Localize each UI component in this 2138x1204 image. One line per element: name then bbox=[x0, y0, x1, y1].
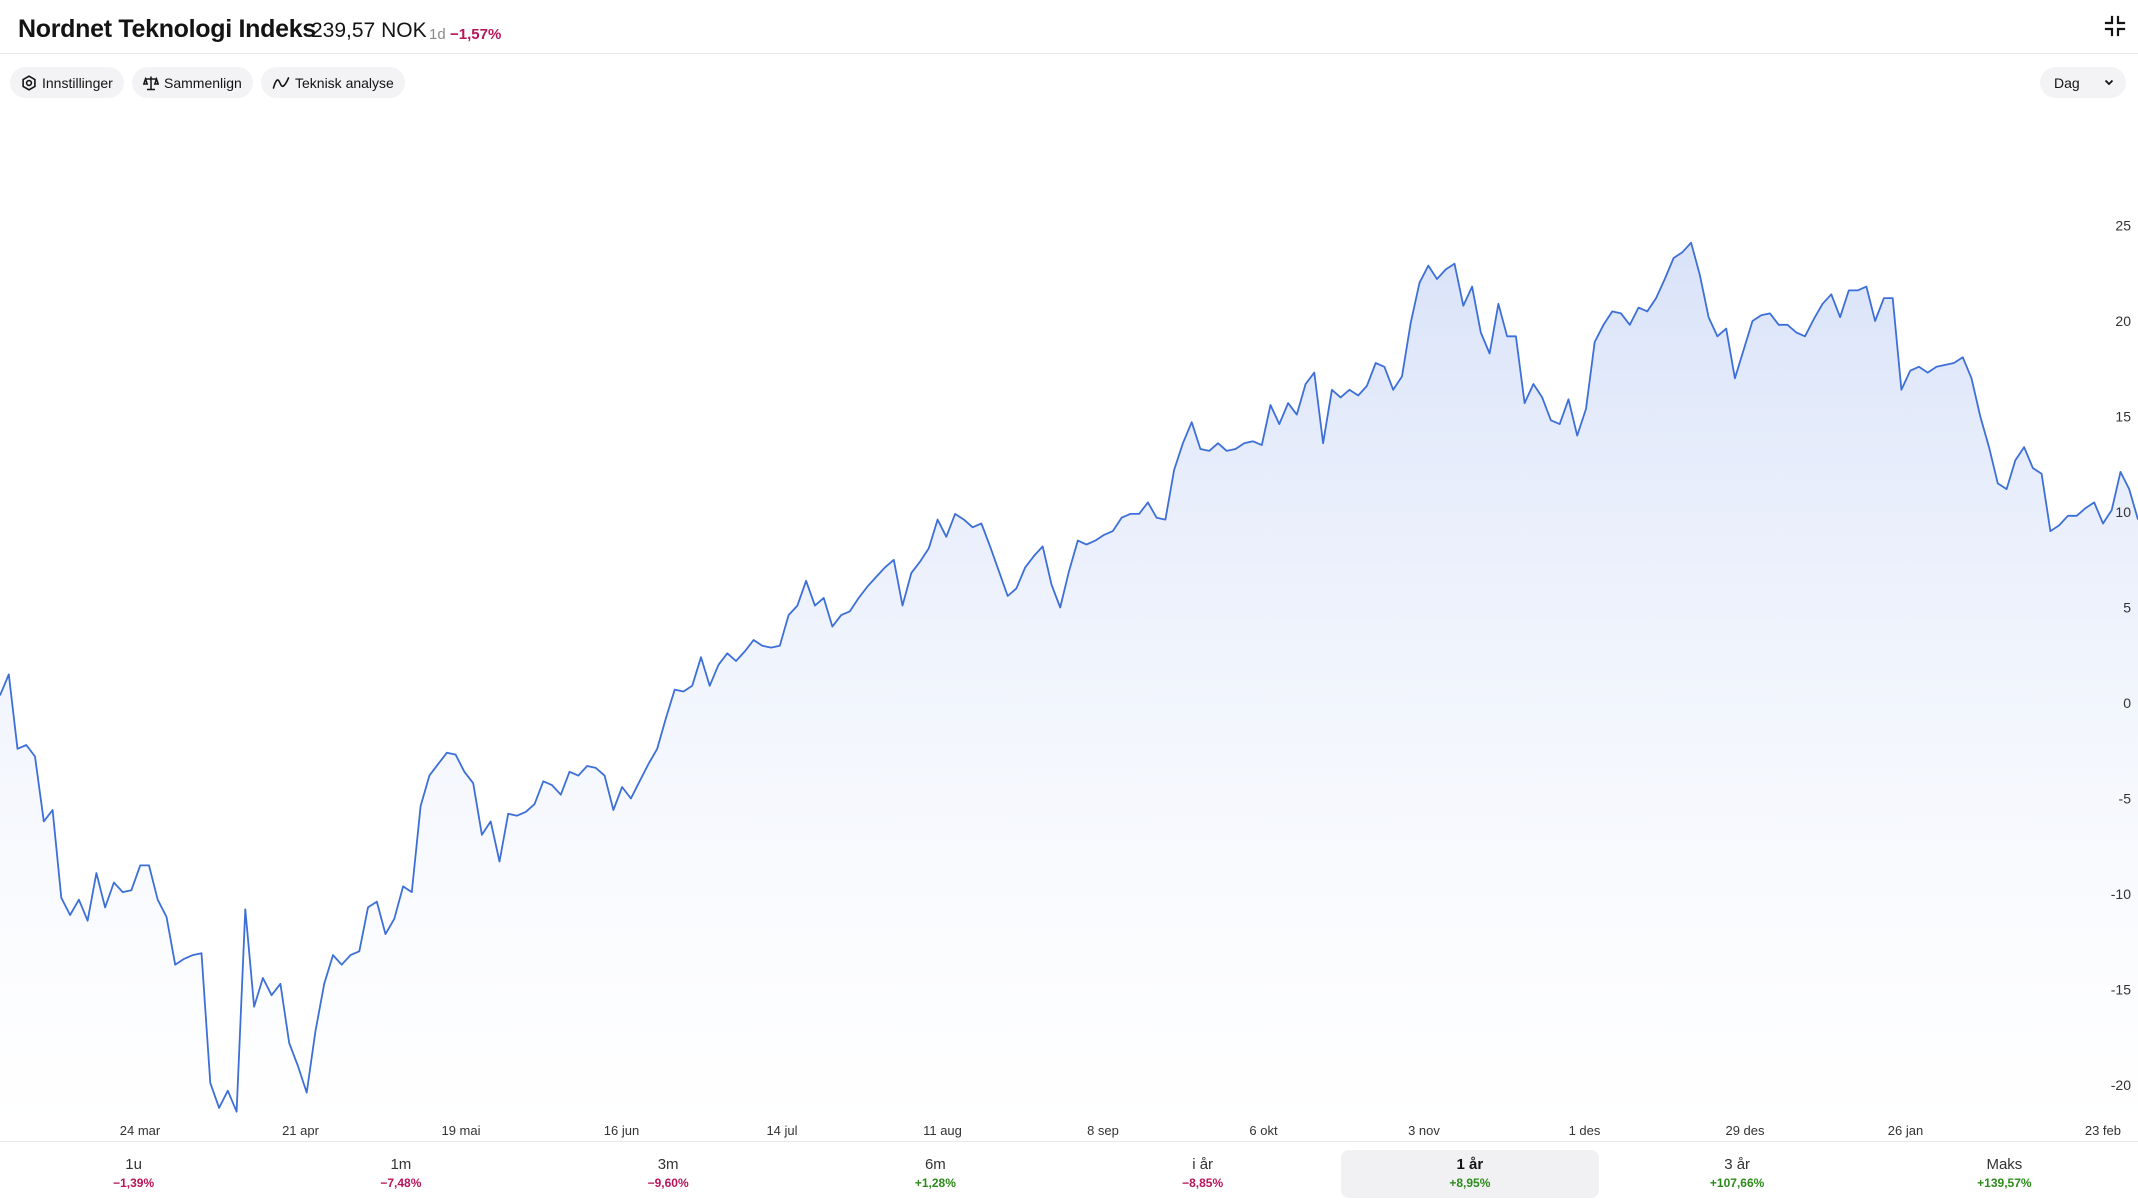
collapse-icon[interactable] bbox=[2104, 15, 2126, 37]
x-tick-label: 14 jul bbox=[766, 1123, 797, 1138]
period-label: 1u bbox=[125, 1156, 142, 1173]
period-change: +139,57% bbox=[1977, 1176, 2032, 1190]
gear-icon bbox=[22, 74, 36, 91]
period-tab[interactable]: 6m +1,28% bbox=[806, 1150, 1064, 1198]
change-value: −1,57% bbox=[450, 26, 502, 43]
x-tick-label: 26 jan bbox=[1888, 1123, 1923, 1138]
period-label: 6m bbox=[924, 1156, 946, 1173]
period-label: 1m bbox=[390, 1156, 412, 1173]
x-tick-label: 11 aug bbox=[923, 1123, 962, 1138]
line-chart-icon bbox=[272, 76, 290, 89]
x-tick-label: 1 des bbox=[1569, 1123, 1601, 1138]
period-change: −8,85% bbox=[1182, 1176, 1224, 1190]
period-tab[interactable]: 1u −1,39% bbox=[5, 1150, 263, 1198]
price-value: 239,57 NOK bbox=[311, 19, 427, 42]
y-tick-label: -15 bbox=[2111, 982, 2131, 998]
period-tab[interactable]: i år −8,85% bbox=[1074, 1150, 1332, 1198]
settings-button[interactable]: Innstillinger bbox=[10, 67, 124, 98]
x-tick-label: 8 sep bbox=[1087, 1123, 1119, 1138]
page-title: Nordnet Teknologi Indeks bbox=[18, 15, 316, 43]
period-change: +107,66% bbox=[1709, 1176, 1765, 1190]
period-selector: 1u −1,39% 1m −7,48% 3m −9,60% 6m +1,28% i år −8,8… bbox=[0, 1141, 2138, 1204]
y-tick-label: 20 bbox=[2115, 313, 2131, 329]
x-tick-label: 3 nov bbox=[1408, 1123, 1440, 1138]
price-area bbox=[0, 242, 2138, 1135]
y-tick-label: 15 bbox=[2115, 409, 2131, 425]
technical-analysis-button[interactable]: Teknisk analyse bbox=[261, 67, 405, 98]
period-label: 3 år bbox=[1724, 1156, 1751, 1173]
period-change: −7,48% bbox=[380, 1176, 422, 1190]
price-line bbox=[0, 241, 2138, 1113]
x-tick-label: 29 des bbox=[1725, 1123, 1765, 1138]
period-label: 3m bbox=[657, 1156, 679, 1173]
scale-icon bbox=[143, 76, 159, 90]
period-tab[interactable]: 1 år +8,95% bbox=[1340, 1150, 1599, 1198]
x-tick-label: 19 mai bbox=[441, 1123, 480, 1138]
compare-label: Sammenlign bbox=[164, 74, 242, 91]
x-tick-label: 23 feb bbox=[2085, 1123, 2121, 1138]
x-tick-label: 16 jun bbox=[604, 1123, 639, 1138]
x-tick-label: 24 mar bbox=[120, 1123, 161, 1138]
period-tab[interactable]: Maks +139,57% bbox=[1875, 1150, 2133, 1198]
period-label: 1 år bbox=[1456, 1156, 1484, 1173]
header-bar: Nordnet Teknologi Indeks 239,57 NOK 1d −… bbox=[0, 0, 2138, 54]
x-tick-label: 6 okt bbox=[1249, 1123, 1278, 1138]
period-change: −9,60% bbox=[647, 1176, 689, 1190]
interval-select[interactable]: Dag bbox=[2040, 67, 2126, 98]
y-tick-label: -10 bbox=[2111, 886, 2131, 902]
y-tick-label: 5 bbox=[2123, 600, 2131, 616]
period-change: +8,95% bbox=[1449, 1176, 1491, 1190]
period-label: i år bbox=[1192, 1156, 1214, 1173]
compare-button[interactable]: Sammenlign bbox=[132, 67, 253, 98]
y-tick-label: 0 bbox=[2123, 695, 2131, 711]
period-label: Maks bbox=[1986, 1156, 2023, 1173]
period-tab[interactable]: 1m −7,48% bbox=[272, 1150, 530, 1198]
y-tick-label: -20 bbox=[2111, 1077, 2131, 1093]
period-tab[interactable]: 3m −9,60% bbox=[539, 1150, 797, 1198]
y-tick-label: 10 bbox=[2115, 504, 2131, 520]
chevron-down-icon bbox=[2104, 79, 2114, 86]
settings-label: Innstillinger bbox=[42, 74, 113, 91]
x-tick-label: 21 apr bbox=[282, 1123, 320, 1138]
period-change: +1,28% bbox=[914, 1176, 956, 1190]
period-change: −1,39% bbox=[113, 1176, 155, 1190]
y-tick-label: 25 bbox=[2115, 218, 2131, 234]
y-tick-label: -5 bbox=[2119, 791, 2132, 807]
technical-analysis-label: Teknisk analyse bbox=[295, 74, 394, 91]
price-chart[interactable]: 25 20 15 10 5 0 -5 -10 -15 -20 24 mar 21 apr 19 mai… bbox=[0, 100, 2138, 1141]
period-tab[interactable]: 3 år +107,66% bbox=[1608, 1150, 1866, 1198]
interval-value: Dag bbox=[2054, 74, 2080, 91]
change-period: 1d bbox=[429, 26, 446, 43]
